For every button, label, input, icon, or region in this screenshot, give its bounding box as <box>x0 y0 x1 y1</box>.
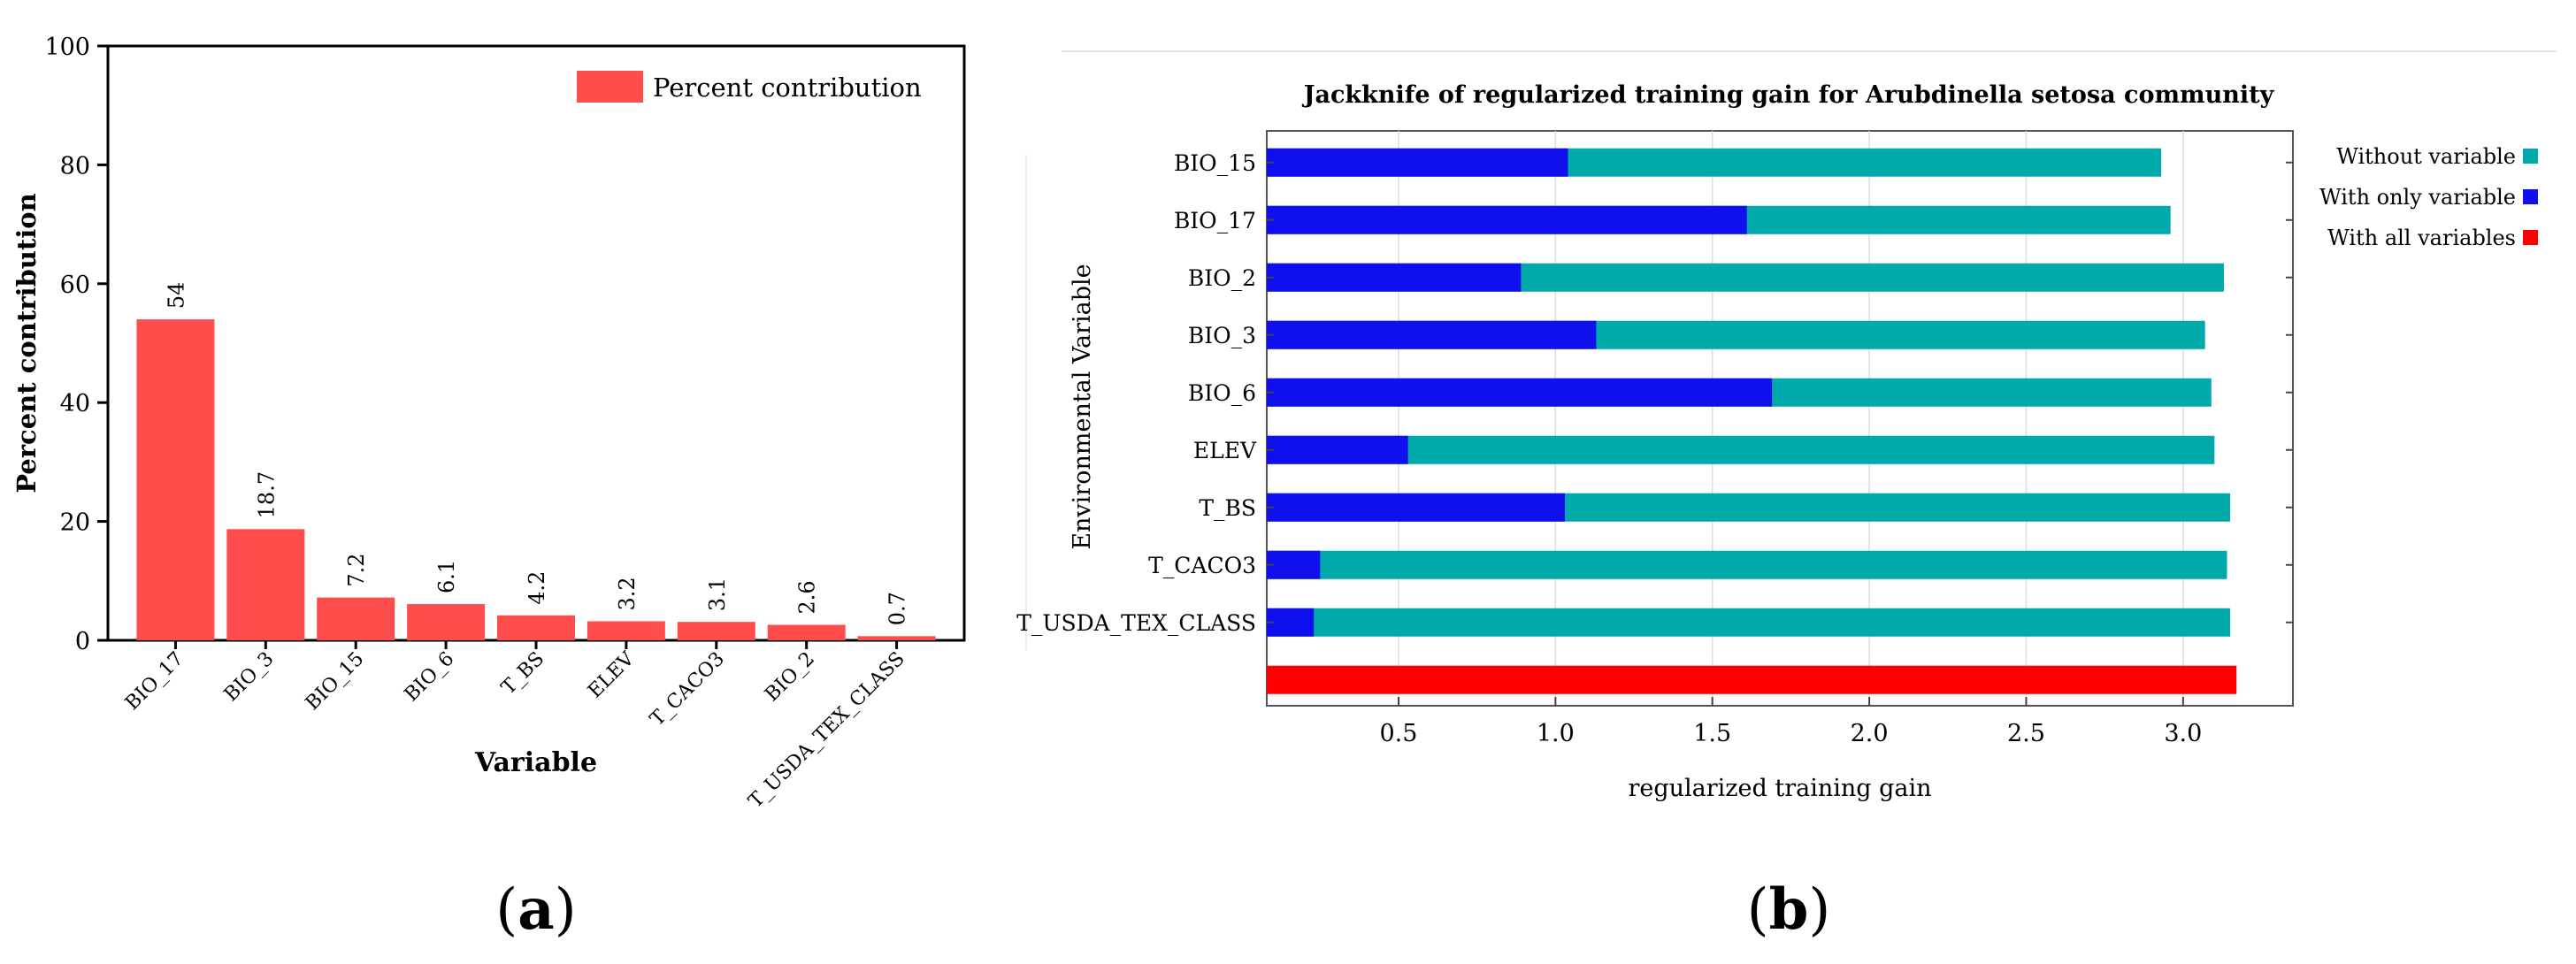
panel-a-bar-chart: 0 20 40 60 80 100 54 18.7 7.2 6.1 4.2 3.2 3.1 2.6 0.7… <box>12 34 966 943</box>
panel-a-x-tick-labels: BIO_17 BIO_3 BIO_15 BIO_6 T_BS ELEV T_CACO3 BIO… <box>121 647 909 813</box>
panel-a-bar <box>586 621 665 640</box>
panel-b-jackknife-chart: Jackknife of regularized training gain f… <box>1016 50 2557 943</box>
panel-b-bar-with-only-variable <box>1267 608 1315 637</box>
panel-a-x-tick-label: T_BS <box>497 648 548 700</box>
panel-b-x-tick-label: 3.0 <box>2164 720 2202 747</box>
panel-a-bar <box>136 319 215 640</box>
panel-a-bar <box>767 624 846 640</box>
panel-b-y-tick-label: T_BS <box>1199 495 1256 521</box>
panel-a-bar <box>677 622 755 640</box>
panel-a-x-tick-label: BIO_15 <box>302 648 369 715</box>
panel-a-y-tick-label: 60 <box>60 272 90 299</box>
panel-a-bar <box>407 604 486 640</box>
panel-a-x-axis-label: Variable <box>474 747 597 778</box>
panel-b-caption: (b) <box>1747 876 1831 943</box>
panel-b-x-tick-label: 1.0 <box>1537 720 1575 747</box>
panel-b-title: Jackknife of regularized training gain f… <box>1302 81 2275 109</box>
panel-a-legend-swatch <box>577 71 643 103</box>
panel-a-y-ticks: 0 20 40 60 80 100 <box>44 34 108 655</box>
panel-b-legend-label: With only variable <box>2319 185 2516 210</box>
panel-a-bars: 54 18.7 7.2 6.1 4.2 3.2 3.1 2.6 0.7 <box>136 282 936 649</box>
panel-b-legend-label: Without variable <box>2336 144 2516 169</box>
panel-b-y-tick-label: BIO_3 <box>1188 323 1256 348</box>
panel-a-x-tick-label: T_CACO3 <box>647 648 730 731</box>
panel-b-x-tick-label: 2.0 <box>1851 720 1889 747</box>
panel-a-data-label: 6.1 <box>434 560 459 593</box>
panel-b-bar-with-only-variable <box>1267 493 1566 522</box>
panel-a-bar <box>226 529 305 640</box>
panel-b-legend-swatch <box>2523 230 2538 245</box>
panel-a-x-tick-label: T_USDA_TEX_CLASS <box>745 648 909 813</box>
panel-a-y-tick-label: 100 <box>44 34 90 61</box>
panel-b-x-tick-label: 1.5 <box>1693 720 1731 747</box>
panel-a-bar <box>857 636 936 640</box>
panel-a-x-tick-label: BIO_6 <box>401 648 459 707</box>
panel-b-y-axis-label: Environmental Variable <box>1069 264 1096 549</box>
panel-b-bar-with-only-variable <box>1267 263 1522 292</box>
panel-b-bars <box>1267 148 2293 694</box>
panel-a-x-tick-label: ELEV <box>584 647 640 703</box>
panel-b-x-tick-label: 0.5 <box>1380 720 1418 747</box>
panel-a-data-label: 3.1 <box>705 578 730 611</box>
panel-a-data-label: 18.7 <box>254 471 279 518</box>
panel-b-bar-with-only-variable <box>1267 378 1773 407</box>
panel-b-plot-frame <box>1266 130 2294 707</box>
panel-b-y-tick-label: BIO_17 <box>1174 208 1256 233</box>
panel-a-data-label: 54 <box>164 282 188 310</box>
panel-a-caption: (a) <box>495 876 576 943</box>
panel-a-legend-label: Percent contribution <box>653 73 922 103</box>
panel-b-y-tick-labels: BIO_15 BIO_17 BIO_2 BIO_3 BIO_6 ELEV T_BS T_CAC… <box>1016 150 1257 636</box>
panel-a-data-label: 7.2 <box>344 553 369 586</box>
panel-b-y-tick-label: ELEV <box>1193 438 1257 463</box>
panel-b-legend-label: With all variables <box>2327 226 2516 250</box>
panel-b-bar-with-all-variables <box>1267 665 2237 694</box>
panel-a-data-label: 2.6 <box>795 580 820 614</box>
panel-b-y-tick-label: BIO_2 <box>1188 265 1256 291</box>
panel-b-x-tick-label: 2.5 <box>2007 720 2045 747</box>
panel-b-legend-swatch <box>2523 149 2538 164</box>
panel-a-y-tick-label: 0 <box>75 628 90 655</box>
panel-b-bar-without-variable <box>1267 608 2231 637</box>
panel-b-bar-with-only-variable <box>1267 550 1321 579</box>
panel-a-y-axis-label: Percent contribution <box>12 193 42 493</box>
panel-b-legend-swatch <box>2523 189 2538 204</box>
panel-a-y-tick-label: 40 <box>60 390 90 417</box>
panel-a-y-tick-label: 20 <box>60 509 90 537</box>
panel-b-x-axis-label: regularized training gain <box>1628 775 1931 802</box>
panel-b-bar-without-variable <box>1267 435 2215 464</box>
panel-b-legend: Without variable With only variable With a… <box>2319 144 2538 250</box>
panel-a-data-label: 0.7 <box>886 592 910 625</box>
panel-a-y-tick-label: 80 <box>60 152 90 180</box>
panel-b-y-tick-label: T_USDA_TEX_CLASS <box>1016 610 1256 636</box>
panel-b-bar-with-only-variable <box>1267 320 1597 349</box>
panel-a-x-tick-label: BIO_2 <box>761 648 819 707</box>
panel-a-x-tick-label: BIO_17 <box>121 648 188 715</box>
panel-b-y-tick-label: T_CACO3 <box>1148 553 1256 578</box>
panel-b-bar-with-only-variable <box>1267 148 1568 177</box>
panel-b-bar-with-only-variable <box>1267 435 1408 464</box>
panel-b-x-ticks: 0.5 1.0 1.5 2.0 2.5 3.0 <box>1380 697 2202 747</box>
panel-b-bar-without-variable <box>1267 550 2227 579</box>
panel-b-y-tick-label: BIO_15 <box>1174 150 1256 176</box>
panel-b-y-tick-label: BIO_6 <box>1188 380 1256 406</box>
panel-a-data-label: 3.2 <box>615 577 640 610</box>
panel-a-x-tick-label: BIO_3 <box>220 648 279 707</box>
panel-a-bar <box>497 615 575 640</box>
panel-b-bar-with-only-variable <box>1267 205 1747 234</box>
panel-a-bar <box>317 597 395 640</box>
panel-a-data-label: 4.2 <box>525 571 549 605</box>
